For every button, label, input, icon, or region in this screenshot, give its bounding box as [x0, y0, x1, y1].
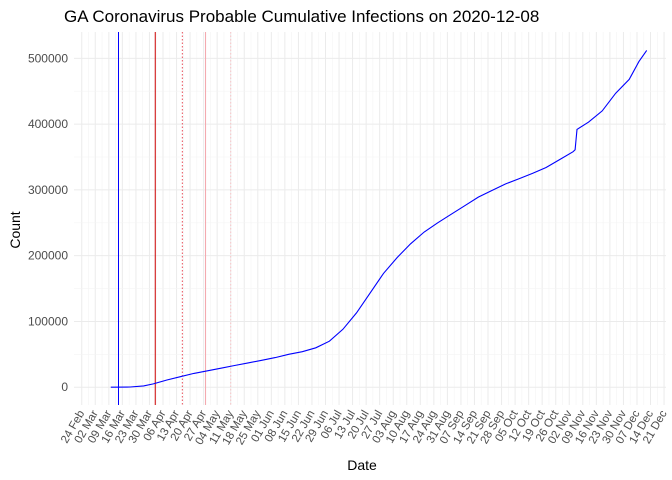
y-axis-title: Count	[7, 211, 23, 248]
y-axis-ticks: 0 100000 200000 300000 400000 500000	[28, 51, 68, 394]
y-tick-label: 0	[61, 380, 68, 394]
chart-title: GA Coronavirus Probable Cumulative Infec…	[64, 7, 539, 26]
y-tick-label: 300000	[28, 183, 68, 197]
y-tick-label: 200000	[28, 249, 68, 263]
y-tick-label: 400000	[28, 117, 68, 131]
vertical-reference-lines	[117, 32, 232, 405]
y-tick-label: 500000	[28, 51, 68, 65]
y-tick-label: 100000	[28, 314, 68, 328]
series-line	[110, 50, 648, 388]
grid	[74, 32, 666, 405]
series-layer	[110, 50, 648, 388]
x-axis-title: Date	[347, 457, 377, 473]
